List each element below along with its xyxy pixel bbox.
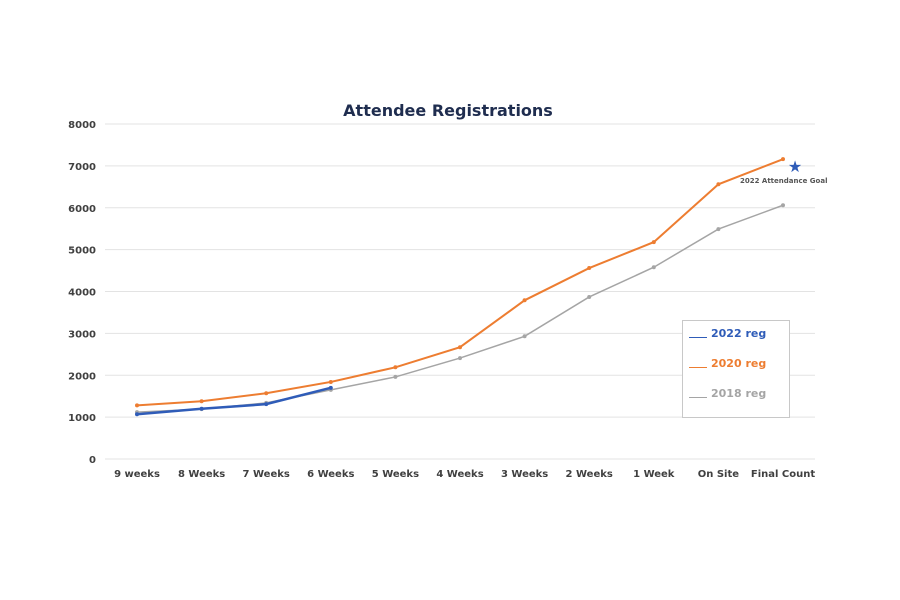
data-point [199,399,204,404]
data-point [587,266,592,271]
x-tick-label: 1 Week [633,469,675,480]
x-tick-label: 3 Weeks [501,469,548,480]
y-tick-label: 3000 [68,329,96,340]
data-point [393,374,398,379]
y-tick-label: 5000 [68,246,96,257]
y-tick-label: 8000 [68,120,96,131]
legend-label: 2022 reg [711,327,767,340]
y-tick-label: 1000 [68,413,96,424]
data-point [264,391,269,396]
y-tick-label: 6000 [68,204,96,215]
legend-item-2020: 2020 reg [689,357,766,370]
y-tick-label: 7000 [68,162,96,173]
goal-star-icon: ★ [788,159,802,176]
data-point [135,403,139,408]
data-point [135,412,139,417]
data-point [199,406,204,411]
legend-item-2022: 2022 reg [689,327,766,340]
data-point [651,240,656,245]
data-point [328,379,333,384]
data-point [458,356,462,361]
chart-title: Attendee Registrations [343,101,553,120]
x-tick-label: On Site [698,469,740,480]
data-point [522,334,527,339]
legend: 2022 reg 2020 reg 2018 reg [682,320,790,418]
data-point [716,182,721,187]
y-tick-label: 4000 [68,288,96,299]
legend-label: 2020 reg [711,357,767,370]
legend-label: 2018 reg [711,387,767,400]
series-line-2022-reg [136,386,332,416]
x-tick-label: 8 Weeks [178,469,225,480]
data-point [781,157,785,162]
legend-item-2018: 2018 reg [689,387,766,400]
data-point [522,298,527,303]
data-point [716,227,721,232]
x-tick-label: 7 Weeks [243,469,290,480]
x-tick-label: 5 Weeks [372,469,419,480]
y-tick-label: 2000 [68,371,96,382]
data-point [781,203,785,208]
x-tick-label: 4 Weeks [436,469,483,480]
data-point [264,402,269,407]
x-tick-label: 9 weeks [114,469,160,480]
data-point [587,294,592,299]
data-point [393,365,398,370]
data-point [328,385,333,390]
y-tick-label: 0 [89,455,96,466]
data-point [651,265,656,270]
x-tick-label: 6 Weeks [307,469,354,480]
data-point [458,345,462,350]
x-tick-label: 2 Weeks [566,469,613,480]
x-tick-label: Final Count [751,469,815,480]
goal-annotation: 2022 Attendance Goal [740,177,828,185]
